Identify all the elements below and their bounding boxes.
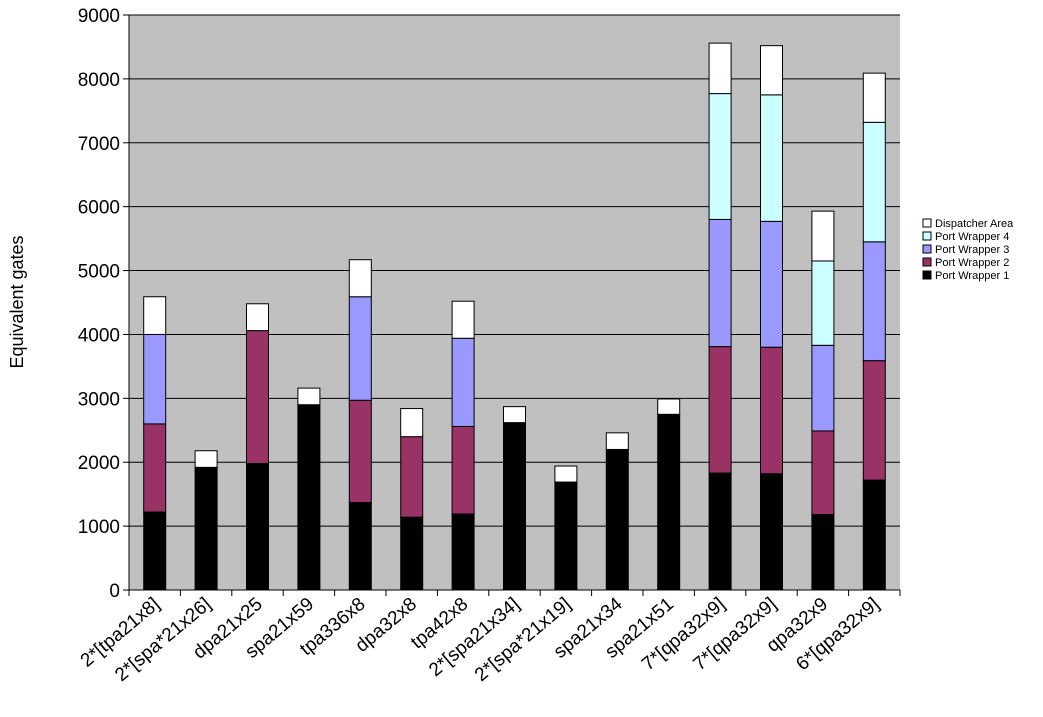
legend-swatch [922,270,932,280]
bar-segment-dispatcher-area [297,387,321,406]
bar-segment-port-wrapper-1 [143,511,167,591]
bar-segment-port-wrapper-1 [503,422,526,591]
bar-segment-dispatcher-area [194,450,218,468]
bar-segment-port-wrapper-2 [811,430,835,516]
bar-segment-port-wrapper-4 [760,94,783,222]
bar-segment-port-wrapper-1 [811,514,835,591]
bar-segment-port-wrapper-1 [246,463,269,591]
bar-segment-port-wrapper-2 [348,399,372,503]
bar-segment-dispatcher-area [246,303,269,332]
bar-segment-dispatcher-area [503,406,526,424]
legend-label: Port Wrapper 3 [935,244,1009,256]
bar-segment-port-wrapper-4 [862,121,886,243]
y-axis-title: Equivalent gates [7,235,27,368]
y-tick-label: 4000 [78,325,120,346]
bar-segment-port-wrapper-1 [400,516,424,591]
bar-segment-dispatcher-area [143,296,167,335]
bars [143,42,886,591]
bar-segment-dispatcher-area [451,300,475,339]
y-tick-label: 9000 [78,6,120,27]
bar-segment-port-wrapper-2 [143,423,167,513]
x-tick-labels: 2*[tpa21x8]2*[spa*21x26]dpa21x25spa21x59… [77,593,884,685]
bar-segment-port-wrapper-3 [760,220,783,348]
legend-label: Port Wrapper 1 [935,270,1009,282]
bar-segment-dispatcher-area [760,45,783,96]
bar-segment-port-wrapper-1 [194,466,218,591]
bar-segment-dispatcher-area [554,465,578,483]
bar-segment-port-wrapper-4 [811,260,835,346]
bar-segment-port-wrapper-2 [760,346,783,475]
bar-segment-dispatcher-area [400,408,424,438]
bar-segment-dispatcher-area [657,398,681,415]
y-tick-label: 6000 [78,198,120,219]
bar-segment-port-wrapper-1 [708,472,732,591]
bar-segment-port-wrapper-2 [708,346,732,474]
y-tick-label: 0 [109,581,120,602]
legend-label: Port Wrapper 4 [935,231,1009,243]
y-tick-label: 1000 [78,517,120,538]
legend-swatch [922,257,932,267]
bar-segment-dispatcher-area [708,42,732,95]
bar-segment-port-wrapper-3 [811,344,835,432]
bar-segment-port-wrapper-1 [554,481,578,591]
bar-segment-port-wrapper-1 [605,448,629,591]
bar-segment-port-wrapper-3 [708,218,732,348]
legend-label: Dispatcher Area [935,218,1014,230]
bar-segment-port-wrapper-3 [348,296,372,401]
legend-swatch [922,244,932,254]
bar-segment-port-wrapper-3 [143,333,167,425]
bar-segment-port-wrapper-1 [297,404,321,591]
bar-segment-port-wrapper-2 [451,425,475,515]
y-tick-label: 8000 [78,70,120,91]
legend-swatch [922,231,932,241]
bar-segment-port-wrapper-2 [246,330,269,464]
y-tick-label: 5000 [78,262,120,283]
bar-segment-dispatcher-area [811,210,835,262]
bar-segment-port-wrapper-2 [400,436,424,518]
y-tick-label: 2000 [78,453,120,474]
axes [128,15,901,596]
y-tick-label: 7000 [78,134,120,155]
legend-swatch [922,218,932,228]
bar-segment-port-wrapper-1 [348,501,372,591]
bar-segment-dispatcher-area [348,259,372,298]
y-tick-labels: 0 1000 2000 3000 4000 5000 6000 7000 8000 9000 [78,6,120,602]
y-tick-label: 3000 [78,389,120,410]
bar-segment-port-wrapper-3 [862,241,886,362]
bar-segment-port-wrapper-1 [451,513,475,591]
bar-segment-port-wrapper-1 [862,479,886,591]
bar-segment-dispatcher-area [862,72,886,123]
bar-segment-port-wrapper-4 [708,93,732,220]
bar-segment-port-wrapper-1 [760,473,783,591]
bar-segment-dispatcher-area [605,432,629,450]
bar-segment-port-wrapper-2 [862,360,886,481]
bar-segment-port-wrapper-3 [451,337,475,427]
bar-segment-port-wrapper-1 [657,413,681,591]
legend-label: Port Wrapper 2 [935,257,1009,269]
